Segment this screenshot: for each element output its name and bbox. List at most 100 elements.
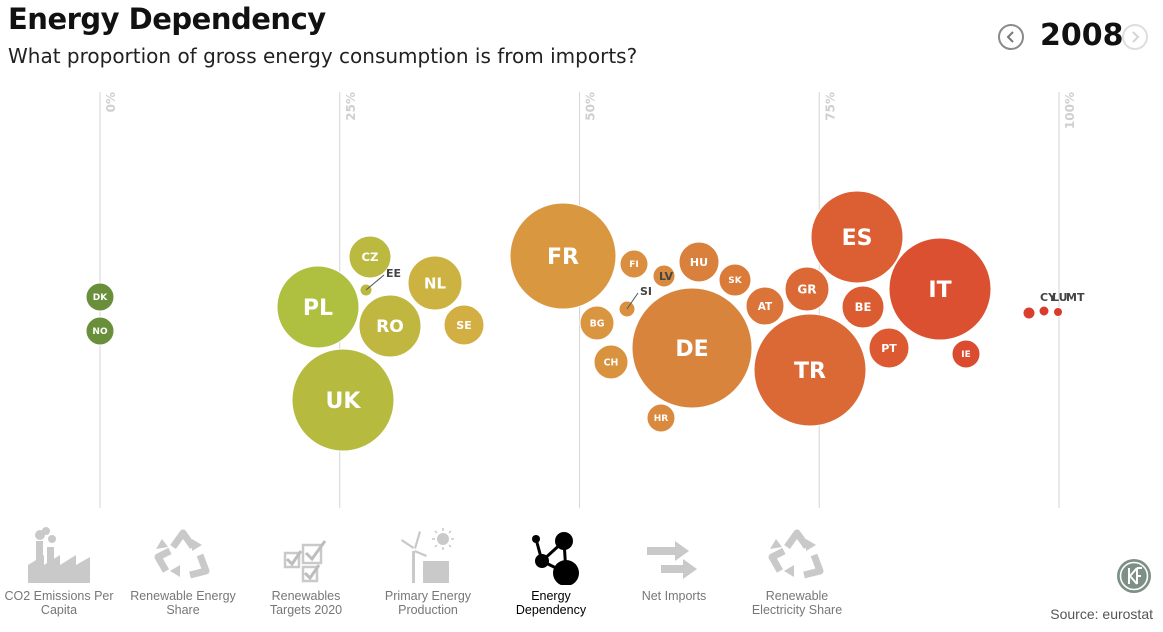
nav-energy-dependency[interactable]: Energy Dependency	[486, 525, 616, 617]
bubble-label: HU	[690, 256, 708, 269]
chevron-right-icon	[1132, 31, 1140, 43]
bubble-se[interactable]	[443, 304, 485, 346]
power-plant-icon	[401, 528, 454, 583]
bubble-it[interactable]	[888, 237, 992, 341]
bubble-label: AT	[758, 301, 773, 313]
bubble-label: MT	[1066, 291, 1085, 304]
nav-co2-emissions[interactable]: CO2 Emissions Per Capita	[0, 525, 124, 617]
nav-label-line1: Renewables	[271, 589, 341, 603]
bubble-label: SE	[456, 319, 471, 332]
bubble-label: LU	[1052, 291, 1068, 304]
bubble-label: CY	[1040, 291, 1057, 304]
next-year-button[interactable]	[1122, 24, 1148, 50]
bubble-es[interactable]	[810, 190, 904, 284]
bubble-label: BG	[590, 318, 605, 329]
nav-label-line1: Energy	[531, 589, 571, 603]
bubble-hu[interactable]	[678, 241, 720, 283]
bubble-label: HR	[654, 414, 669, 424]
bubble-label: GR	[797, 282, 817, 296]
nav-label-line2: Dependency	[515, 603, 587, 617]
bubble-pt[interactable]	[868, 327, 910, 369]
page-subtitle: What proportion of gross energy consumpt…	[8, 44, 638, 68]
bubble-pl[interactable]	[276, 265, 360, 349]
bubble-label: DE	[675, 337, 708, 362]
year-display: 2008	[1040, 18, 1124, 53]
nav-label-line1: Net Imports	[641, 589, 707, 603]
bubble-bg[interactable]	[579, 305, 615, 341]
bubble-no[interactable]	[85, 316, 115, 346]
bubble-sk[interactable]	[718, 263, 752, 297]
previous-year-button[interactable]	[998, 24, 1024, 50]
bubble-fi[interactable]	[619, 249, 649, 279]
source-note: Source: eurostat	[1050, 606, 1153, 622]
bubble-lu[interactable]	[1038, 305, 1050, 317]
page-title: Energy Dependency	[8, 2, 326, 36]
nav-label-line2: Share	[166, 603, 200, 617]
nav-label-line2: Electricity Share	[751, 603, 843, 617]
chart-grid: 0% 25% 50% 75% 100%	[99, 92, 1077, 508]
checkbox-icon	[283, 540, 327, 583]
network-icon	[532, 532, 579, 585]
bubble-label: LV	[659, 270, 673, 283]
bubble-ie[interactable]	[951, 339, 981, 369]
nav-net-imports[interactable]: Net Imports	[609, 525, 739, 603]
nav-label-line2: Targets 2020	[269, 603, 343, 617]
nav-renewable-electricity-share[interactable]: Renewable Electricity Share	[732, 525, 862, 617]
x-tick-label: 0%	[104, 92, 118, 112]
bubble-de[interactable]	[631, 287, 753, 409]
bubble-label: PL	[303, 296, 333, 321]
bubble-label: FR	[547, 245, 579, 270]
leader-line	[626, 292, 639, 310]
leader-line	[365, 274, 385, 291]
bubble-mt[interactable]	[1053, 307, 1063, 317]
nav-primary-energy-production[interactable]: Primary Energy Production	[363, 525, 493, 617]
bubble-label: NO	[92, 327, 108, 337]
chevron-left-icon	[1006, 31, 1014, 43]
bubble-label: IT	[928, 278, 951, 303]
bubble-nl[interactable]	[407, 255, 463, 311]
bubble-label: CH	[604, 357, 619, 368]
recycle-icon	[154, 529, 210, 579]
bubble-label: FI	[629, 260, 639, 270]
bubble-gr[interactable]	[784, 266, 830, 312]
bubble-cz[interactable]	[348, 235, 392, 279]
nav-label-line2: Capita	[40, 603, 78, 617]
bubble-label: PT	[881, 342, 897, 355]
bubble-label: NL	[424, 274, 446, 292]
nav-renewable-energy-share[interactable]: Renewable Energy Share	[118, 525, 248, 617]
bubble-fr[interactable]	[509, 202, 617, 310]
bubble-label: TR	[794, 359, 826, 384]
bubble-label: IE	[961, 350, 971, 360]
nav-renewables-targets[interactable]: Renewables Targets 2020	[241, 525, 371, 617]
x-tick-label: 100%	[1063, 92, 1077, 129]
bubble-hr[interactable]	[646, 403, 676, 433]
bubble-tr[interactable]	[753, 313, 867, 427]
bubble-label: BE	[855, 300, 872, 314]
bubble-be[interactable]	[841, 285, 885, 329]
bubble-label: SK	[728, 276, 742, 286]
bubble-label: RO	[376, 317, 404, 337]
bubble-ch[interactable]	[593, 344, 629, 380]
nav-label-line1: CO2 Emissions Per	[4, 589, 114, 603]
x-tick-label: 25%	[344, 92, 358, 121]
bubble-label: UK	[326, 389, 362, 414]
bubble-label: ES	[842, 226, 873, 251]
bubble-label: EE	[386, 267, 401, 280]
chart-bubbles: DK NO PL CZ EE RO NL SE UK FR BG FI CH SI LV HU HR DE SK AT…	[85, 190, 1085, 452]
kf-logo-icon[interactable]	[1116, 558, 1152, 594]
bubble-uk[interactable]	[291, 348, 395, 452]
recycle-icon	[768, 529, 824, 579]
bubble-ro[interactable]	[358, 294, 422, 358]
nav-label-line1: Renewable	[765, 589, 829, 603]
x-tick-label: 50%	[584, 92, 598, 121]
factory-icon	[28, 527, 90, 583]
bubble-at[interactable]	[745, 286, 785, 326]
bubble-label: SI	[640, 285, 652, 298]
arrows-right-icon	[647, 541, 697, 579]
bubble-chart: 0% 25% 50% 75% 100% DK NO PL CZ EE RO NL SE UK FR BG FI…	[85, 92, 1085, 508]
bubble-label: CZ	[362, 250, 379, 264]
bubble-dk[interactable]	[85, 282, 115, 312]
bubble-label: DK	[93, 293, 108, 303]
bubble-cy[interactable]	[1022, 306, 1036, 320]
bubble-lv[interactable]	[652, 264, 676, 288]
